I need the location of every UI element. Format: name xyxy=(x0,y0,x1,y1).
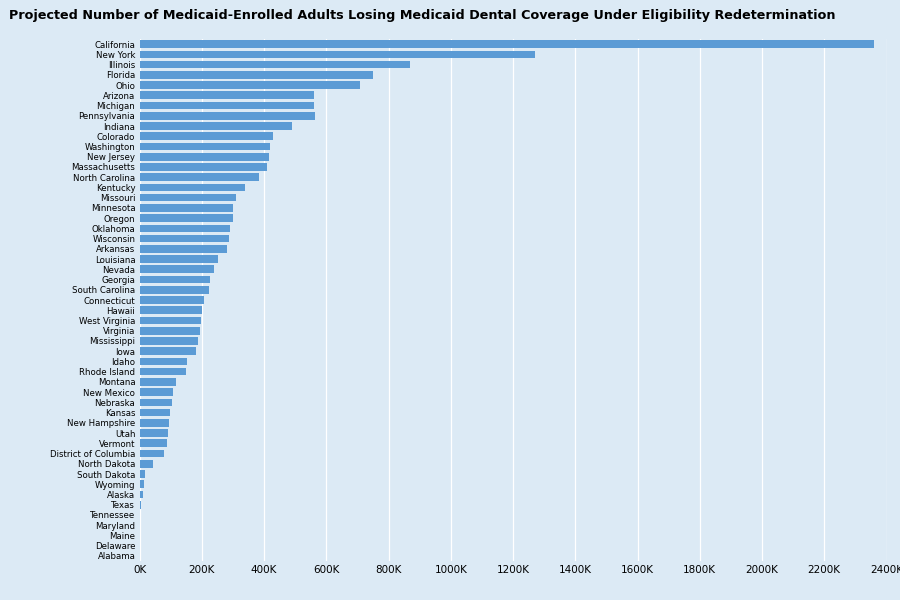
Bar xyxy=(140,91,314,99)
Bar xyxy=(140,388,173,396)
Bar xyxy=(140,491,143,499)
Bar xyxy=(140,153,269,161)
Bar xyxy=(140,133,274,140)
Bar xyxy=(140,122,292,130)
Bar xyxy=(140,112,315,119)
Bar xyxy=(140,101,314,109)
Bar xyxy=(140,347,196,355)
Bar xyxy=(140,398,172,406)
Bar xyxy=(140,71,373,79)
Bar xyxy=(140,214,233,222)
Bar xyxy=(140,163,267,171)
Bar xyxy=(140,368,185,376)
Bar xyxy=(140,470,145,478)
Bar xyxy=(140,194,236,202)
Bar xyxy=(140,50,535,58)
Bar xyxy=(140,255,218,263)
Bar xyxy=(140,275,211,283)
Text: Projected Number of Medicaid-Enrolled Adults Losing Medicaid Dental Coverage Und: Projected Number of Medicaid-Enrolled Ad… xyxy=(9,9,835,22)
Bar xyxy=(140,143,270,151)
Bar xyxy=(140,265,213,273)
Bar xyxy=(140,409,170,416)
Bar xyxy=(140,61,410,68)
Bar xyxy=(140,378,176,386)
Bar xyxy=(140,235,230,242)
Bar xyxy=(140,296,204,304)
Bar xyxy=(140,224,230,232)
Bar xyxy=(140,81,361,89)
Bar xyxy=(140,173,259,181)
Bar xyxy=(140,184,246,191)
Bar xyxy=(140,317,201,325)
Bar xyxy=(140,245,228,253)
Bar xyxy=(140,358,187,365)
Bar xyxy=(140,286,209,293)
Bar xyxy=(140,327,200,335)
Bar xyxy=(140,419,169,427)
Bar xyxy=(140,204,233,212)
Bar xyxy=(140,481,143,488)
Bar xyxy=(140,40,874,48)
Bar xyxy=(140,429,168,437)
Bar xyxy=(140,337,198,345)
Bar xyxy=(140,460,153,467)
Bar xyxy=(140,439,166,447)
Bar xyxy=(140,449,164,457)
Bar xyxy=(140,307,202,314)
